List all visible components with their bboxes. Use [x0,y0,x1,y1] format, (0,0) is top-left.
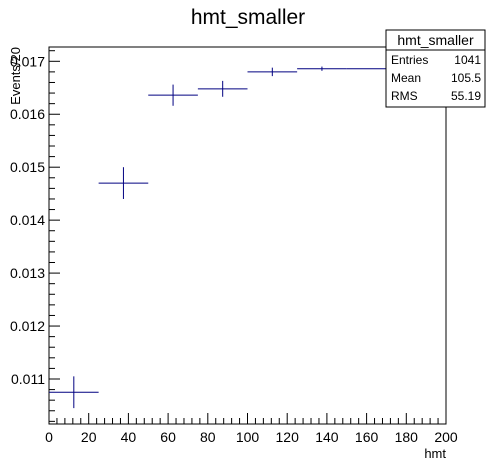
x-tick-label: 0 [45,429,53,445]
y-tick-label: 0.017 [10,53,45,69]
y-tick-label: 0.011 [11,371,45,387]
data-point [148,84,198,106]
x-tick-label: 60 [160,429,176,445]
y-axis-label: Events/20 [8,47,23,105]
x-tick-label: 180 [395,429,419,445]
y-tick-label: 0.012 [10,318,45,334]
x-axis: 0 20 40 60 80 100 120 140 160 180 200 [45,413,458,445]
x-tick-label: 120 [276,429,300,445]
stats-rms-value: 55.19 [451,89,481,103]
chart-title: hmt_smaller [191,6,305,29]
data-point [297,66,347,71]
x-tick-label: 140 [315,429,339,445]
data-point [247,67,298,77]
x-tick-label: 20 [81,429,97,445]
stats-entries-value: 1041 [454,53,481,67]
x-tick-label: 100 [236,429,260,445]
y-tick-label: 0.013 [10,265,45,281]
stats-rms-label: RMS [391,89,418,103]
data-point [98,167,149,199]
x-tick-label: 160 [355,429,379,445]
x-tick-label: 80 [200,429,216,445]
y-tick-label: 0.014 [10,212,45,228]
stats-mean-value: 105.5 [451,71,481,85]
y-tick-label: 0.015 [10,159,45,175]
data-point [49,376,99,409]
data-point [197,80,248,97]
stats-box: hmt_smaller Entries 1041 Mean 105.5 RMS … [385,29,486,108]
y-axis: 0.011 0.012 0.013 0.014 0.015 0.016 0.017 [10,50,60,422]
x-tick-label: 200 [434,429,458,445]
x-axis-label: hmt [424,446,446,461]
stats-box-title: hmt_smaller [397,32,474,48]
stats-entries-label: Entries [391,53,428,67]
stats-mean-label: Mean [391,71,421,85]
x-tick-label: 40 [121,429,137,445]
y-tick-label: 0.016 [10,106,45,122]
stats-box-frame [385,29,486,108]
